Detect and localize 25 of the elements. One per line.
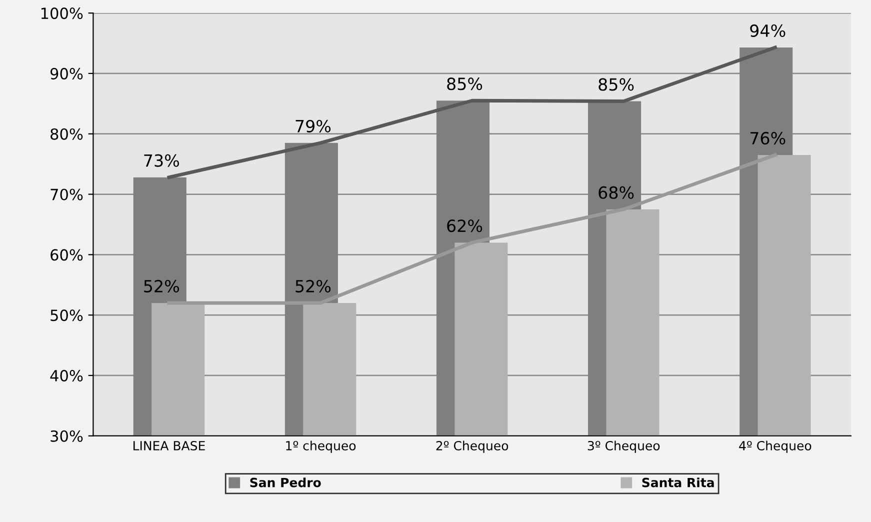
legend-label: San Pedro	[250, 478, 321, 488]
x-tick-label: 2º Chequeo	[436, 440, 508, 453]
x-tick-label: 3º Chequeo	[588, 440, 660, 453]
y-tick-label: 60%	[50, 249, 83, 261]
y-tick-label: 70%	[50, 188, 83, 200]
y-tick-label: 40%	[50, 370, 83, 382]
data-label: 52%	[296, 280, 331, 293]
legend-label: Santa Rita	[642, 478, 714, 488]
data-label: 68%	[598, 186, 634, 199]
y-tick-label: 100%	[41, 8, 83, 20]
data-label: 62%	[447, 219, 482, 232]
x-tick-label: LINEA BASE	[134, 440, 205, 450]
data-label: 79%	[296, 120, 331, 132]
data-label: 85%	[447, 78, 482, 90]
data-label: 76%	[750, 132, 786, 145]
data-label: 73%	[144, 154, 179, 167]
y-tick-label: 30%	[50, 430, 83, 442]
x-tick-label: 1º chequeo	[286, 440, 356, 453]
x-tick-label: 4º Chequeo	[739, 440, 812, 453]
data-label: 52%	[144, 280, 179, 293]
y-tick-label: 90%	[50, 68, 83, 80]
y-tick-label: 50%	[50, 310, 83, 322]
y-tick-label: 80%	[50, 128, 83, 140]
data-label: 85%	[598, 78, 634, 91]
data-label: 94%	[750, 24, 786, 37]
